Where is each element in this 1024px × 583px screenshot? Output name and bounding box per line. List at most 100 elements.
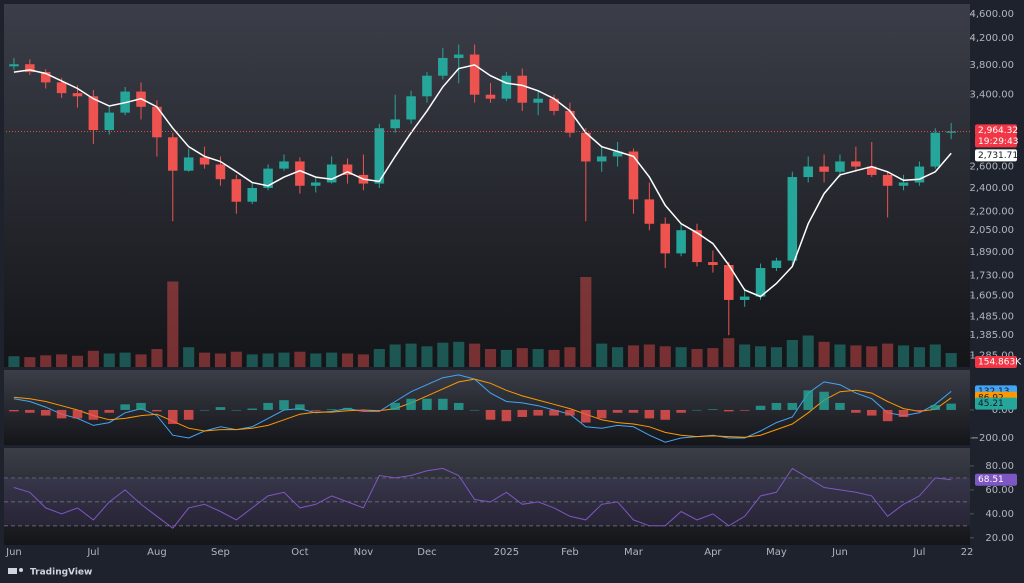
y-tick-label: 1,730.00 [969, 271, 1014, 282]
volume-bar [580, 277, 592, 367]
histogram-bar [565, 409, 575, 416]
histogram-bar [612, 409, 623, 413]
histogram-bar [882, 409, 893, 422]
volume-bar [437, 342, 449, 367]
histogram-bar [596, 409, 607, 419]
y-tick-label: 1,605.00 [969, 291, 1014, 302]
histogram-bar [88, 409, 99, 420]
histogram-bar [533, 409, 543, 416]
rsi-line [13, 467, 952, 529]
x-tick-label: Jun [5, 547, 22, 558]
histogram-bar [660, 409, 671, 420]
histogram-bar [866, 409, 877, 416]
candle-body [40, 72, 51, 83]
candle-body [628, 151, 639, 200]
candle-body [469, 54, 480, 95]
y-tick-label: 3,400.00 [969, 90, 1014, 101]
indicator-label: 45.21 [978, 399, 1004, 409]
histogram-bar [326, 409, 337, 410]
candle-body [644, 199, 655, 224]
last-price: 2,964.32 [978, 126, 1018, 136]
y-tick-label: 2,050.00 [969, 225, 1014, 236]
candle-body [485, 94, 496, 99]
volume-bar [818, 341, 830, 367]
candle-body [739, 296, 750, 300]
candle-body [453, 54, 464, 58]
volume-bar [659, 346, 671, 367]
candle-body [231, 179, 242, 202]
volume-bar [373, 349, 385, 367]
volume-bar [882, 343, 894, 367]
brand: TradingView [30, 568, 92, 578]
volume-bar [310, 353, 322, 367]
y-tick-label: 3,800.00 [969, 60, 1014, 71]
histogram-bar [9, 409, 19, 412]
volume-bar [723, 338, 735, 367]
y-tick-label: 1,385.00 [969, 330, 1014, 341]
candle-body [581, 132, 591, 162]
candle-body [263, 168, 273, 188]
candle-body [612, 151, 623, 157]
candle-body [390, 119, 400, 129]
histogram-bar [644, 409, 655, 419]
candle-body [835, 161, 845, 172]
candle-body [708, 262, 718, 266]
y-tick-label: 2,600.00 [969, 162, 1014, 173]
candle-body [882, 174, 893, 186]
volume-bar [691, 349, 703, 367]
macd-line [13, 374, 952, 443]
volume-bar [8, 356, 20, 367]
volume-bar [421, 346, 433, 367]
candle-body [168, 137, 178, 171]
histogram-bar [930, 405, 941, 410]
rsi-label: 68.51 [978, 475, 1004, 485]
candle-body [660, 223, 671, 254]
histogram-bar [295, 404, 305, 410]
x-tick-label: Nov [354, 547, 374, 558]
x-tick-label: 2025 [494, 547, 519, 558]
x-tick-label: Oct [291, 547, 308, 558]
histogram-bar [406, 398, 416, 410]
volume-bar [675, 347, 687, 367]
x-tick-label: Jul [912, 547, 925, 558]
volume-label: 154.863K [978, 358, 1022, 368]
y-tick-label: 80.00 [985, 461, 1014, 472]
volume-bar [627, 345, 640, 367]
volume-bar [326, 352, 338, 367]
ma-label: 2,731.71 [978, 151, 1018, 161]
rsi-label-box [975, 473, 1017, 486]
histogram-bar [628, 409, 639, 413]
countdown: 19:29:43 [978, 137, 1018, 147]
candle-body [406, 96, 416, 120]
x-tick-label: Jul [86, 547, 99, 558]
candle-body [9, 64, 19, 67]
histogram-bar [581, 409, 591, 423]
candle-body [787, 177, 798, 261]
histogram-bar [104, 409, 115, 413]
volume-bar [532, 349, 544, 367]
candle-body [438, 57, 448, 76]
volume-bar [945, 353, 957, 367]
histogram-bar [374, 409, 385, 411]
candle-body [819, 166, 829, 172]
histogram-bar [72, 409, 83, 419]
histogram-bar [247, 408, 257, 410]
y-tick-label: −200.00 [971, 433, 1014, 444]
volume-bar [214, 353, 227, 367]
x-tick-label: Jun [831, 547, 848, 558]
candle-body [755, 268, 766, 297]
candle-body [104, 112, 115, 131]
y-tick-label: 1,485.00 [969, 312, 1014, 323]
volume-bar [707, 348, 719, 367]
volume-bar [103, 353, 115, 367]
candle-body [152, 106, 162, 138]
volume-bar [341, 353, 354, 367]
histogram-bar [136, 402, 146, 410]
candle-body [851, 161, 861, 167]
volume-bar [770, 347, 782, 367]
histogram-bar [485, 409, 496, 420]
histogram-bar [279, 400, 289, 410]
histogram-bar [803, 390, 813, 410]
histogram-bar [342, 407, 353, 410]
x-tick-label: Apr [704, 547, 722, 558]
